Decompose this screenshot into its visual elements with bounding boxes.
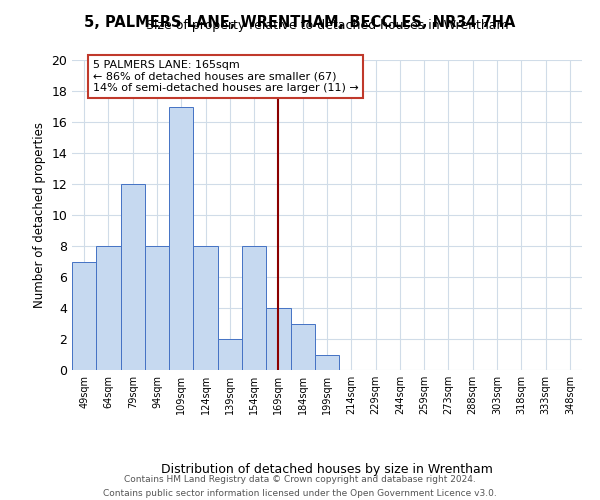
- X-axis label: Distribution of detached houses by size in Wrentham: Distribution of detached houses by size …: [161, 463, 493, 476]
- Text: 5, PALMERS LANE, WRENTHAM, BECCLES, NR34 7HA: 5, PALMERS LANE, WRENTHAM, BECCLES, NR34…: [85, 15, 515, 30]
- Bar: [290, 324, 315, 370]
- Bar: [193, 246, 218, 370]
- Bar: [96, 246, 121, 370]
- Bar: [72, 262, 96, 370]
- Bar: [315, 354, 339, 370]
- Bar: [169, 106, 193, 370]
- Y-axis label: Number of detached properties: Number of detached properties: [33, 122, 46, 308]
- Bar: [242, 246, 266, 370]
- Text: Contains HM Land Registry data © Crown copyright and database right 2024.
Contai: Contains HM Land Registry data © Crown c…: [103, 476, 497, 498]
- Text: 5 PALMERS LANE: 165sqm
← 86% of detached houses are smaller (67)
14% of semi-det: 5 PALMERS LANE: 165sqm ← 86% of detached…: [92, 60, 358, 93]
- Bar: [145, 246, 169, 370]
- Bar: [121, 184, 145, 370]
- Title: Size of property relative to detached houses in Wrentham: Size of property relative to detached ho…: [146, 20, 508, 32]
- Bar: [218, 339, 242, 370]
- Bar: [266, 308, 290, 370]
